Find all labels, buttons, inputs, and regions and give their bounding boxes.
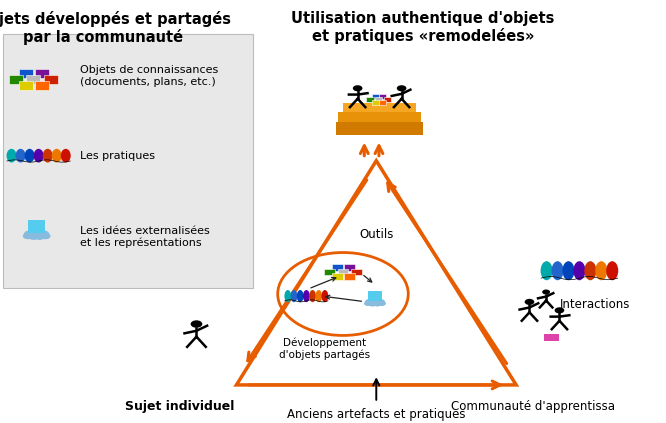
Bar [26, 75, 41, 84]
Bar [343, 103, 416, 112]
Bar [344, 264, 355, 271]
Ellipse shape [61, 149, 71, 162]
Ellipse shape [25, 149, 35, 162]
Ellipse shape [309, 290, 316, 302]
Bar [19, 81, 33, 90]
Circle shape [41, 233, 51, 239]
Text: Anciens artefacts et pratiques: Anciens artefacts et pratiques [287, 408, 466, 421]
Bar [35, 81, 49, 90]
Circle shape [190, 320, 202, 328]
Circle shape [34, 233, 45, 240]
Bar [35, 69, 49, 78]
Text: Développement
d'objets partagés: Développement d'objets partagés [280, 338, 370, 360]
Circle shape [353, 85, 362, 91]
Circle shape [397, 85, 406, 91]
Bar [338, 112, 421, 123]
Bar [351, 269, 362, 275]
Circle shape [370, 298, 380, 305]
Ellipse shape [584, 261, 596, 280]
Circle shape [28, 233, 39, 240]
Text: Utilisation authentique d'objets
et pratiques «remodelées»: Utilisation authentique d'objets et prat… [291, 11, 555, 44]
Circle shape [365, 299, 374, 305]
Ellipse shape [541, 261, 553, 280]
Circle shape [38, 231, 49, 237]
Circle shape [378, 301, 386, 306]
Bar [9, 75, 23, 84]
Circle shape [23, 233, 33, 239]
Ellipse shape [573, 261, 585, 280]
Text: Outils: Outils [359, 228, 394, 241]
Text: Objets développés et partagés
par la communauté: Objets développés et partagés par la com… [0, 11, 230, 45]
Bar [380, 100, 386, 104]
Ellipse shape [297, 290, 304, 302]
Ellipse shape [551, 261, 563, 280]
Bar [338, 269, 348, 275]
Ellipse shape [290, 290, 298, 302]
Bar [324, 269, 335, 275]
Circle shape [373, 301, 382, 307]
Text: Objets de connaissances
(documents, plans, etc.): Objets de connaissances (documents, plan… [80, 65, 218, 87]
Ellipse shape [303, 290, 310, 302]
Text: Communauté d'apprentissa: Communauté d'apprentissa [451, 400, 615, 413]
Bar [19, 69, 33, 78]
Ellipse shape [7, 149, 17, 162]
Bar [372, 94, 379, 99]
Bar [384, 97, 391, 102]
Bar [366, 97, 374, 102]
Bar [380, 94, 386, 99]
Ellipse shape [606, 261, 618, 280]
Ellipse shape [34, 149, 43, 162]
Circle shape [364, 301, 372, 306]
Text: Sujet individuel: Sujet individuel [125, 400, 234, 413]
Ellipse shape [52, 149, 62, 162]
Bar [372, 100, 379, 104]
Circle shape [525, 299, 534, 305]
Bar [28, 220, 45, 233]
Ellipse shape [595, 261, 607, 280]
Bar [332, 264, 343, 271]
Ellipse shape [315, 290, 322, 302]
Circle shape [376, 299, 385, 305]
Ellipse shape [15, 149, 25, 162]
Circle shape [30, 229, 43, 237]
Circle shape [24, 231, 35, 237]
Circle shape [368, 301, 377, 307]
Text: Interactions: Interactions [559, 298, 630, 311]
Bar [43, 75, 58, 84]
Bar [344, 273, 355, 280]
Ellipse shape [563, 261, 575, 280]
Circle shape [542, 289, 550, 294]
Ellipse shape [43, 149, 53, 162]
Bar [336, 122, 423, 135]
Bar [332, 273, 343, 280]
Bar [368, 291, 382, 301]
Bar [544, 334, 559, 341]
Text: Les idées externalisées
et les représentations: Les idées externalisées et les représent… [80, 226, 210, 248]
Ellipse shape [284, 290, 291, 302]
Ellipse shape [322, 290, 328, 302]
Bar [375, 97, 382, 102]
Circle shape [555, 307, 564, 313]
Text: Les pratiques: Les pratiques [80, 151, 155, 161]
FancyBboxPatch shape [3, 34, 253, 288]
